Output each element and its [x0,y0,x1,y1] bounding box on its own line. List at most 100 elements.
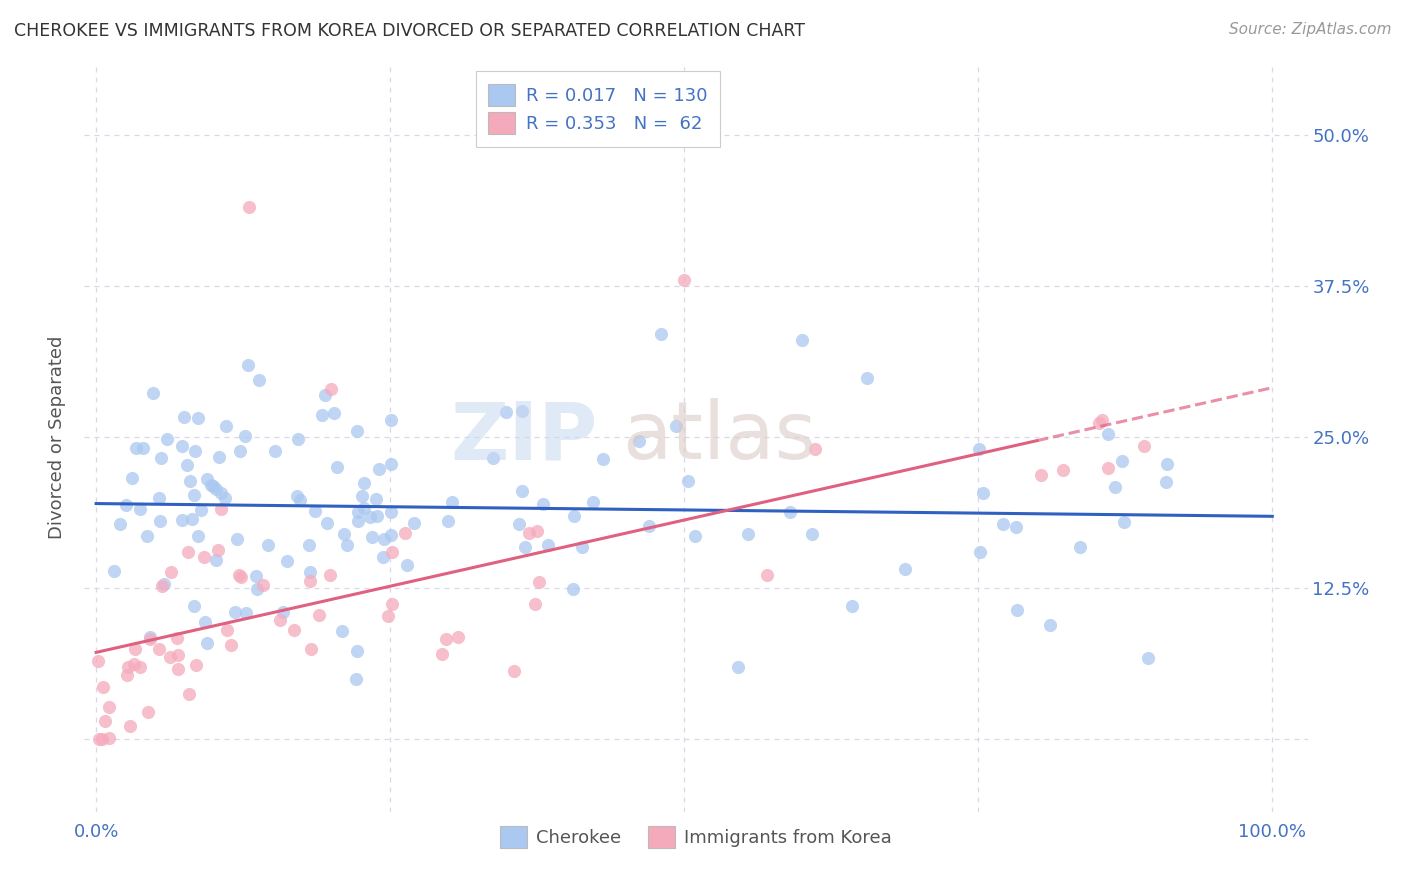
Point [299,641,322,656]
Point [367,462,389,476]
Point [209,502,232,516]
Point [737,526,759,541]
Point [245,569,267,583]
Point [1007,603,1029,617]
Point [264,444,287,458]
Point [238,358,260,372]
Point [562,508,585,523]
Text: CHEROKEE VS IMMIGRANTS FROM KOREA DIVORCED OR SEPARATED CORRELATION CHART: CHEROKEE VS IMMIGRANTS FROM KOREA DIVORC… [14,22,806,40]
Point [366,509,388,524]
Point [117,660,139,674]
Point [308,608,330,623]
Point [841,599,863,613]
Point [136,529,159,543]
Point [381,544,404,558]
Point [371,549,394,564]
Point [193,549,215,564]
Point [183,488,205,502]
Point [224,605,246,619]
Point [215,623,238,637]
Point [115,498,138,512]
Point [894,562,917,576]
Point [170,513,193,527]
Point [437,515,460,529]
Point [508,517,530,532]
Point [200,477,222,491]
Point [138,630,160,644]
Point [219,638,242,652]
Point [187,411,209,425]
Point [204,553,226,567]
Point [315,516,337,530]
Point [353,501,375,516]
Point [330,624,353,638]
Point [202,479,225,493]
Point [380,505,402,519]
Point [125,441,148,455]
Point [120,719,142,733]
Point [683,529,706,543]
Point [287,432,309,446]
Point [91,680,114,694]
Point [377,608,399,623]
Point [87,654,110,668]
Point [804,442,827,457]
Point [132,441,155,455]
Point [235,606,257,620]
Point [304,504,326,518]
Point [142,385,165,400]
Point [187,529,209,543]
Point [149,514,172,528]
Point [627,434,650,448]
Point [380,527,402,541]
Point [283,624,305,638]
Point [176,458,198,472]
Point [347,505,370,519]
Point [531,497,554,511]
Point [394,525,416,540]
Point [97,731,120,745]
Point [195,472,218,486]
Point [285,489,308,503]
Point [336,538,359,552]
Point [299,565,322,579]
Point [344,672,367,686]
Point [526,524,548,538]
Point [346,644,368,658]
Point [790,334,813,348]
Point [122,657,145,671]
Point [179,474,201,488]
Point [510,484,533,499]
Y-axis label: Divorced or Separated: Divorced or Separated [48,335,66,539]
Point [247,373,270,387]
Point [87,732,110,747]
Point [290,492,312,507]
Point [430,647,453,661]
Point [229,569,252,583]
Point [148,641,170,656]
Point [252,578,274,592]
Point [665,419,688,434]
Point [969,544,991,558]
Point [1069,540,1091,554]
Point [1114,516,1136,530]
Point [967,442,990,457]
Point [562,582,585,596]
Point [176,544,198,558]
Point [1029,467,1052,482]
Point [381,597,404,611]
Point [207,542,229,557]
Point [209,486,232,500]
Point [205,482,228,496]
Point [94,714,117,729]
Point [1111,454,1133,468]
Point [238,201,260,215]
Point [314,388,336,402]
Point [638,518,661,533]
Text: ZIP: ZIP [451,398,598,476]
Point [167,648,190,663]
Point [228,568,250,582]
Point [129,660,152,674]
Point [1097,460,1119,475]
Point [166,631,188,645]
